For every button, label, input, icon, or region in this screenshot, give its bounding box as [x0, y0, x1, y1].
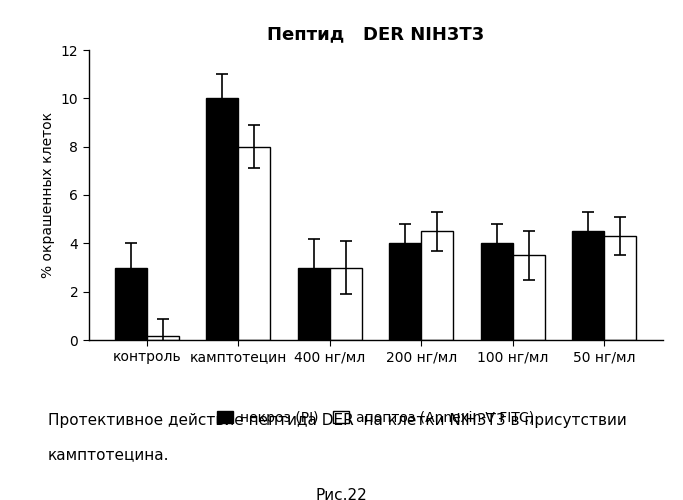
- Title: Пептид   DER NIH3T3: Пептид DER NIH3T3: [267, 25, 484, 43]
- Text: камптотецина.: камптотецина.: [48, 448, 169, 462]
- Bar: [238, 146, 270, 340]
- Bar: [572, 231, 604, 340]
- Bar: [513, 256, 545, 340]
- Bar: [389, 244, 421, 340]
- Bar: [115, 268, 147, 340]
- Text: Рис.22: Рис.22: [316, 488, 367, 500]
- Bar: [421, 231, 454, 340]
- Bar: [604, 236, 637, 340]
- Bar: [481, 244, 513, 340]
- Bar: [298, 268, 330, 340]
- Y-axis label: % окрашенных клеток: % окрашенных клеток: [41, 112, 55, 278]
- Bar: [206, 98, 238, 340]
- Text: Протективное действие пептида DER  на клетки NIH3T3 в присутствии: Протективное действие пептида DER на кле…: [48, 412, 626, 428]
- Bar: [330, 268, 362, 340]
- Legend: некроз (PI), апоптоз (Annexin-V FITC): некроз (PI), апоптоз (Annexin-V FITC): [217, 410, 535, 424]
- Bar: [147, 336, 179, 340]
